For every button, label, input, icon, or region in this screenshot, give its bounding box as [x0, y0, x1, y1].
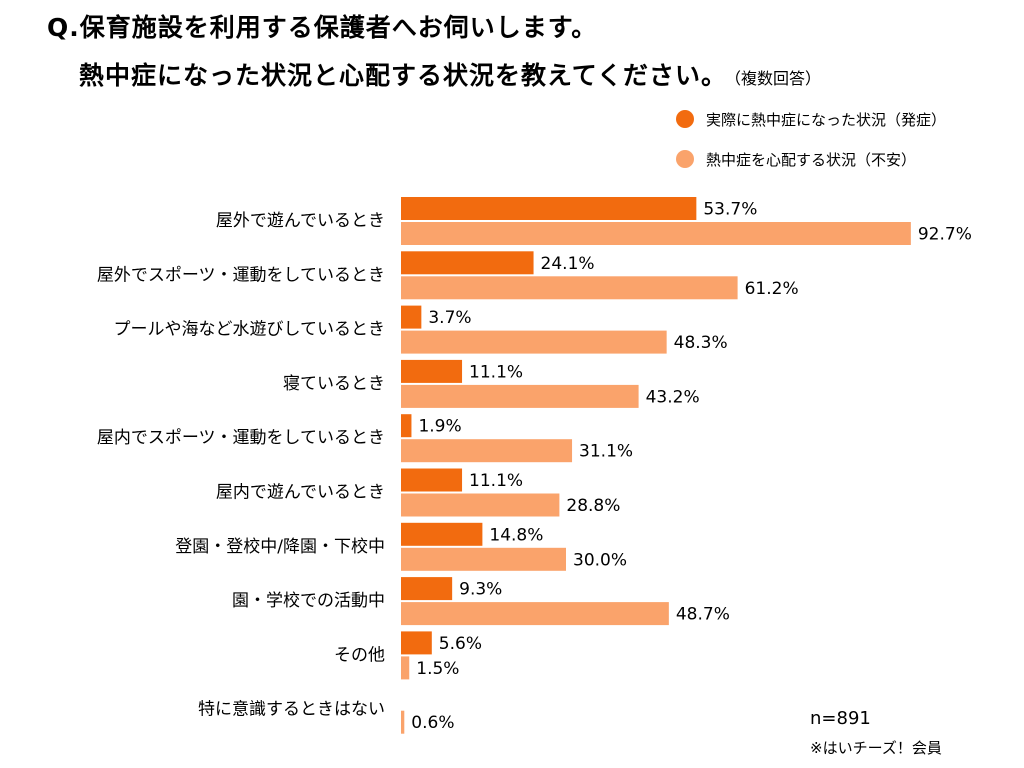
legend-label-worry: 熱中症を心配する状況（不安）	[706, 150, 917, 169]
bar-worry	[401, 710, 405, 734]
data-label-worry: 48.3%	[674, 333, 728, 353]
data-label-onset: 5.6%	[439, 634, 482, 654]
legend-item-onset: 実際に熱中症になった状況（発症）	[676, 109, 946, 129]
chart-title-line1: Q.保育施設を利用する保護者へお伺いします。	[47, 13, 598, 42]
bar-worry	[401, 547, 566, 571]
category-label: プールや海など水遊びしているとき	[114, 320, 386, 340]
source-note: ※はいチーズ！会員	[810, 739, 942, 757]
category-label: その他	[334, 645, 385, 665]
bar-worry	[401, 656, 410, 680]
category-label: 屋外でスポーツ・運動をしているとき	[97, 265, 385, 285]
bar-worry	[401, 384, 639, 408]
sample-size: n=891	[810, 708, 871, 729]
category-label: 寝ているとき	[283, 373, 385, 394]
bar-worry	[401, 602, 669, 626]
data-label-worry: 92.7%	[918, 225, 972, 245]
legend-label-onset: 実際に熱中症になった状況（発症）	[706, 110, 947, 129]
bar-worry	[401, 493, 560, 517]
data-label-worry: 31.1%	[579, 442, 633, 462]
bar-onset	[401, 197, 697, 220]
legend-swatch-onset	[676, 110, 694, 128]
category-label: 園・学校での活動中	[232, 591, 385, 611]
bar-onset	[401, 414, 412, 438]
category-label: 屋内でスポーツ・運動をしているとき	[97, 428, 385, 448]
legend-swatch-worry	[676, 150, 694, 168]
bar-worry	[401, 276, 738, 300]
data-label-onset: 11.1%	[469, 362, 523, 382]
bar-onset	[401, 359, 463, 383]
data-label-onset: 9.3%	[459, 580, 502, 600]
data-label-worry: 1.5%	[416, 659, 459, 679]
category-label: 特に意識するときはない	[198, 700, 385, 720]
category-label: 屋内で遊んでいるとき	[216, 483, 385, 503]
bar-onset	[401, 522, 483, 546]
data-label-onset: 24.1%	[541, 254, 595, 274]
bar-worry	[401, 439, 573, 463]
bar-onset	[401, 631, 432, 655]
category-label: 登園・登校中/降園・下校中	[175, 537, 385, 557]
data-label-onset: 3.7%	[428, 308, 471, 328]
chart-legend: 実際に熱中症になった状況（発症） 熱中症を心配する状況（不安）	[676, 109, 946, 189]
data-label-onset: 53.7%	[703, 200, 757, 220]
data-label-worry: 61.2%	[745, 279, 799, 299]
chart-title-main: 熱中症になった状況と心配する状況を教えてください。	[79, 61, 728, 90]
data-label-onset: 14.8%	[489, 525, 543, 545]
bar-onset	[401, 468, 463, 492]
data-label-onset: 11.1%	[469, 471, 523, 491]
bar-onset	[401, 251, 534, 275]
bar-worry	[401, 330, 667, 354]
data-label-worry: 43.2%	[646, 387, 700, 407]
data-label-worry: 30.0%	[573, 550, 627, 570]
data-label-worry: 28.8%	[566, 496, 620, 516]
data-label-worry: 48.7%	[676, 605, 730, 625]
legend-item-worry: 熱中症を心配する状況（不安）	[676, 149, 946, 169]
chart-title-line2: 熱中症になった状況と心配する状況を教えてください。 （複数回答）	[79, 56, 821, 92]
bar-onset	[401, 577, 453, 601]
data-label-onset: 1.9%	[418, 417, 461, 437]
chart-title-note: （複数回答）	[733, 69, 822, 88]
data-label-worry: 0.6%	[411, 713, 454, 733]
bar-onset	[401, 305, 422, 329]
category-label: 屋外で遊んでいるとき	[216, 211, 385, 231]
bar-worry	[401, 222, 911, 245]
